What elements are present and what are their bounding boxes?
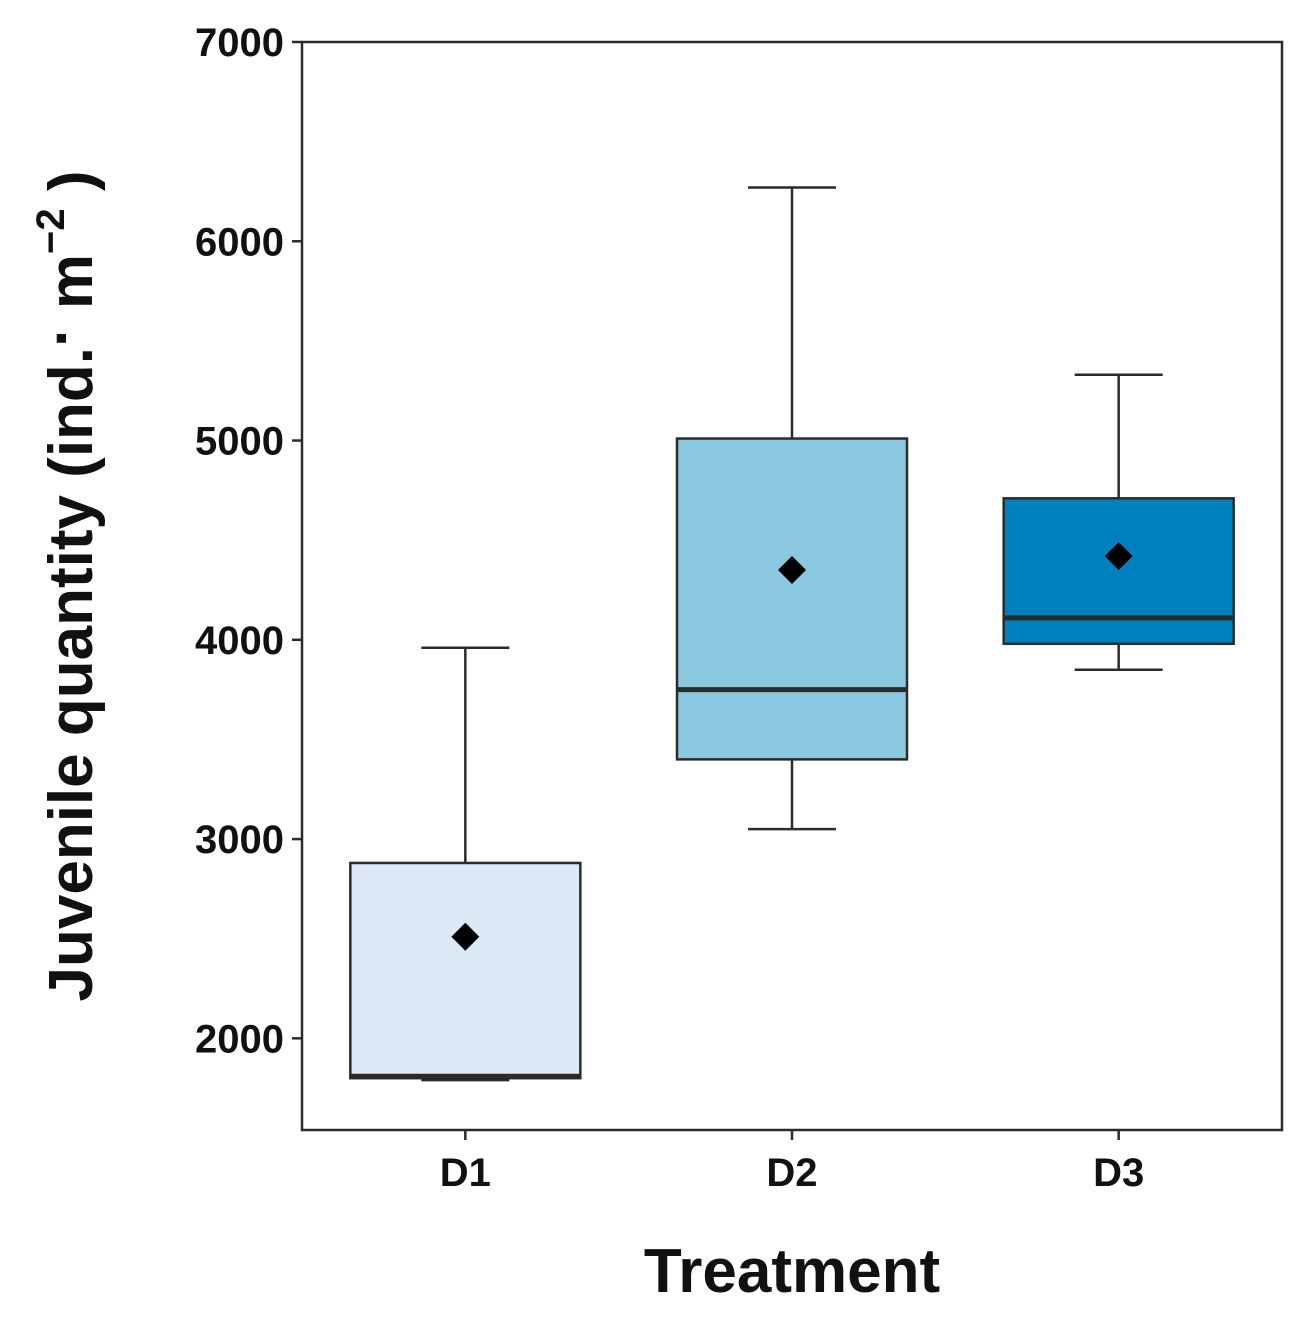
box-series	[349, 186, 1235, 1082]
y-tick-label: 7000	[195, 21, 284, 65]
box-d3	[1002, 373, 1235, 671]
y-tick-label: 3000	[195, 818, 284, 862]
y-tick-label: 6000	[195, 220, 284, 264]
y-axis-ticks: 2000 3000 4000 5000 6000 7000	[195, 21, 302, 1061]
y-axis-title-main: Juvenile quantity (ind.	[37, 347, 106, 1002]
y-axis-title-close: )	[37, 170, 106, 208]
y-axis-title: Juvenile quantity (ind.· m−2 )	[27, 170, 106, 1001]
y-axis-title-unit: m	[37, 254, 106, 326]
box-d2	[675, 186, 909, 831]
x-tick-label: D2	[766, 1151, 817, 1195]
x-axis-ticks: D1 D2 D3	[440, 1130, 1144, 1195]
x-tick-label: D3	[1093, 1151, 1144, 1195]
x-axis-title: Treatment	[644, 1237, 940, 1306]
iqr-box	[1002, 497, 1235, 646]
y-axis-title-dot: ·	[27, 326, 96, 347]
iqr-box	[675, 437, 909, 761]
plot-frame	[300, 40, 1284, 1132]
box-d1	[349, 646, 582, 1082]
mean-marker	[778, 556, 806, 585]
mean-marker	[451, 922, 480, 951]
mean-marker	[1104, 542, 1133, 571]
y-tick-label: 5000	[195, 420, 284, 464]
iqr-box	[349, 861, 582, 1080]
y-tick-label: 2000	[195, 1017, 284, 1061]
y-axis-title-exponent: −2	[29, 208, 73, 254]
x-tick-label: D1	[440, 1151, 491, 1195]
y-tick-label: 4000	[195, 619, 284, 663]
